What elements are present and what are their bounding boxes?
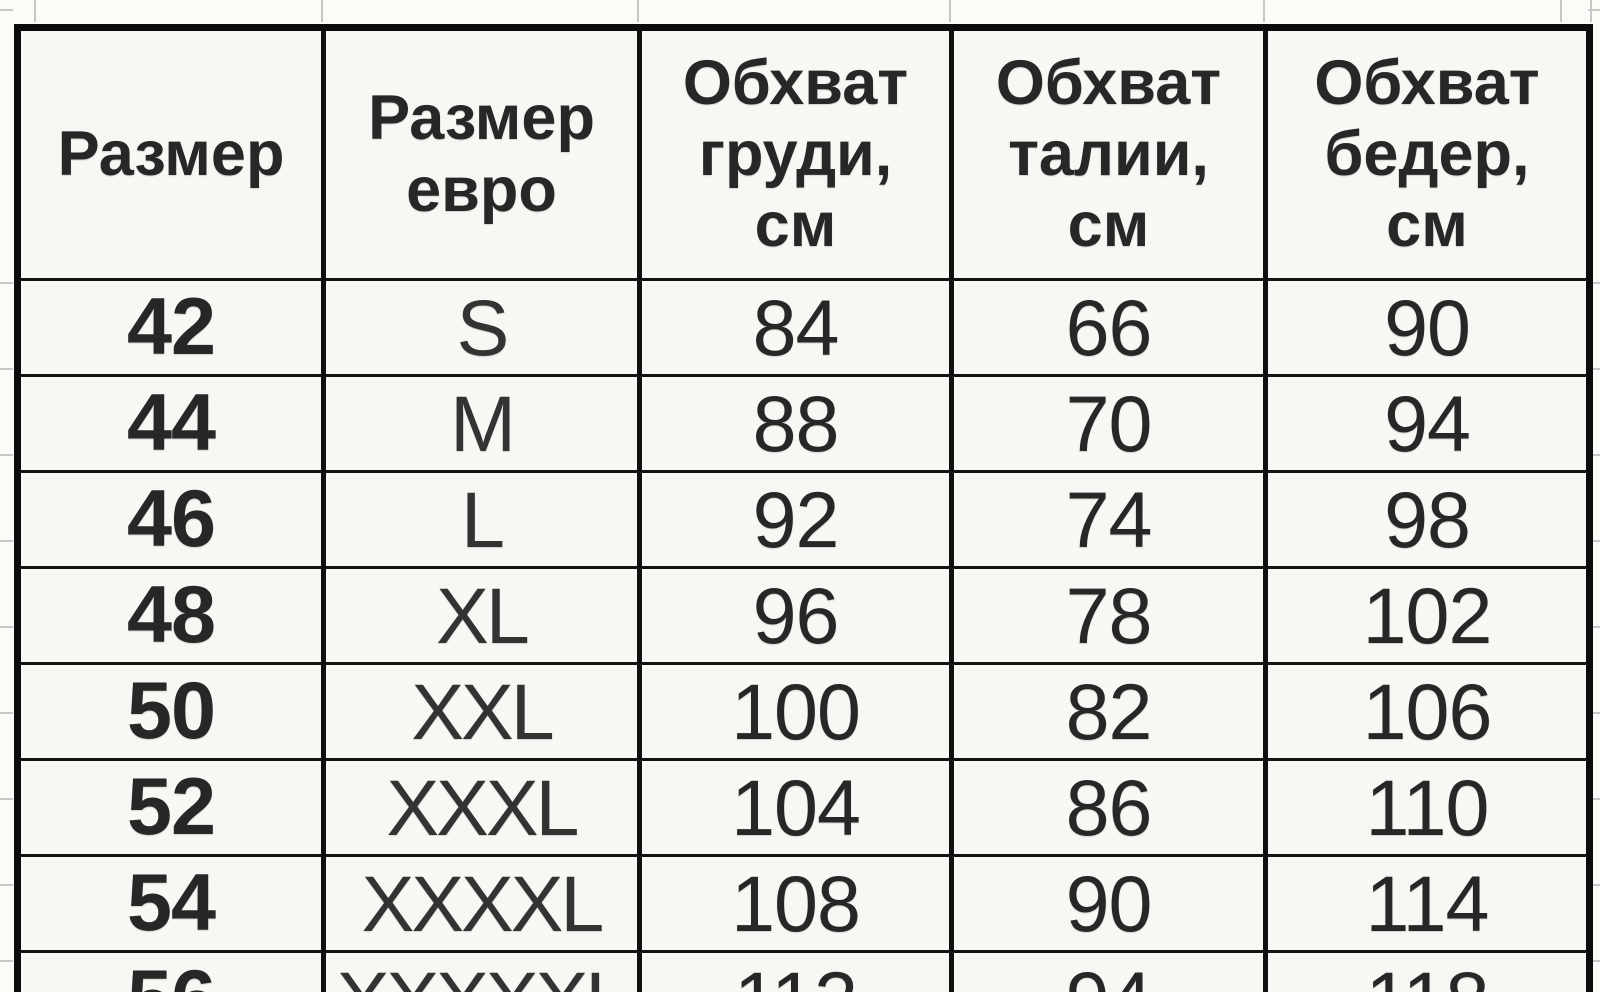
table-row: 42 S 84 66 90 [15, 278, 1592, 377]
spreadsheet-gridline [321, 0, 323, 22]
header-row: Размер Размер евро Обхват груди, см Обхв… [15, 26, 1592, 281]
cell-size: 52 [15, 758, 326, 857]
spreadsheet-gridline [0, 454, 13, 456]
header-euro-size: Размер евро [321, 26, 642, 281]
spreadsheet-gridline [949, 0, 951, 22]
table-row: 48 XL 96 78 102 [15, 566, 1592, 665]
spreadsheet-gridline [34, 0, 36, 22]
header-waist-cm: Обхват талии, см [949, 26, 1268, 281]
cell-chest-cm: 104 [637, 758, 954, 857]
header-hips-cm: Обхват бедер, см [1263, 26, 1592, 281]
spreadsheet-gridline [1588, 712, 1600, 714]
cell-euro-size: S [321, 278, 642, 377]
cell-euro-size: XXL [321, 662, 642, 761]
spreadsheet-gridline [0, 884, 13, 886]
cell-chest-cm: 112 [637, 950, 954, 992]
spreadsheet-gridline [0, 368, 13, 370]
cell-chest-cm: 100 [637, 662, 954, 761]
table-row: 44 M 88 70 94 [15, 374, 1592, 473]
cell-euro-size: M [321, 374, 642, 473]
spreadsheet-gridline [1560, 0, 1562, 22]
cell-waist-cm: 82 [949, 662, 1268, 761]
cell-chest-cm: 84 [637, 278, 954, 377]
cell-hips-cm: 114 [1263, 854, 1592, 953]
header-chest-cm: Обхват груди, см [637, 26, 954, 281]
cell-size: 50 [15, 662, 326, 761]
table-row: 54 XXXXL 108 90 114 [15, 854, 1592, 953]
table-row: 52 XXXL 104 86 110 [15, 758, 1592, 857]
spreadsheet-gridline [1588, 454, 1600, 456]
cell-hips-cm: 118 [1263, 950, 1592, 992]
cell-hips-cm: 106 [1263, 662, 1592, 761]
spreadsheet-gridline [1590, 0, 1592, 22]
cell-size: 46 [15, 470, 326, 569]
table-row: 50 XXL 100 82 106 [15, 662, 1592, 761]
spreadsheet-gridline [0, 712, 13, 714]
cell-size: 42 [15, 278, 326, 377]
header-size: Размер [15, 26, 326, 281]
cell-euro-size: L [321, 470, 642, 569]
spreadsheet-gridline [0, 960, 13, 962]
cell-chest-cm: 88 [637, 374, 954, 473]
table-row: 56 XXXXXL 112 94 118 [15, 950, 1592, 992]
cell-euro-size: XXXXXL [321, 950, 642, 992]
cell-size: 54 [15, 854, 326, 953]
cell-chest-cm: 92 [637, 470, 954, 569]
cell-waist-cm: 74 [949, 470, 1268, 569]
cell-waist-cm: 86 [949, 758, 1268, 857]
spreadsheet-gridline [0, 282, 13, 284]
spreadsheet-gridline [1588, 884, 1600, 886]
cell-hips-cm: 110 [1263, 758, 1592, 857]
cell-chest-cm: 108 [637, 854, 954, 953]
cell-size: 56 [15, 950, 326, 992]
cell-hips-cm: 94 [1263, 374, 1592, 473]
cell-hips-cm: 90 [1263, 278, 1592, 377]
cell-hips-cm: 102 [1263, 566, 1592, 665]
spreadsheet-gridline [1588, 368, 1600, 370]
spreadsheet-gridline [637, 0, 639, 22]
spreadsheet-gridline [1588, 540, 1600, 542]
cell-size: 44 [15, 374, 326, 473]
cell-waist-cm: 66 [949, 278, 1268, 377]
cell-waist-cm: 90 [949, 854, 1268, 953]
spreadsheet-gridline [0, 626, 13, 628]
cell-waist-cm: 70 [949, 374, 1268, 473]
size-table: Размер Размер евро Обхват груди, см Обхв… [14, 24, 1593, 992]
table-row: 46 L 92 74 98 [15, 470, 1592, 569]
spreadsheet-gridline [1588, 960, 1600, 962]
cell-size: 48 [15, 566, 326, 665]
spreadsheet-gridline [0, 798, 13, 800]
spreadsheet-gridline [1588, 626, 1600, 628]
spreadsheet-gridline [1588, 798, 1600, 800]
cell-waist-cm: 78 [949, 566, 1268, 665]
spreadsheet-gridline [1263, 0, 1265, 22]
spreadsheet-gridline [1588, 282, 1600, 284]
spreadsheet-gridline [1588, 9, 1600, 11]
cell-hips-cm: 98 [1263, 470, 1592, 569]
cell-chest-cm: 96 [637, 566, 954, 665]
spreadsheet-gridline [0, 540, 13, 542]
spreadsheet-gridline [0, 9, 13, 11]
cell-euro-size: XL [321, 566, 642, 665]
cell-waist-cm: 94 [949, 950, 1268, 992]
cell-euro-size: XXXL [321, 758, 642, 857]
cell-euro-size: XXXXL [321, 854, 642, 953]
